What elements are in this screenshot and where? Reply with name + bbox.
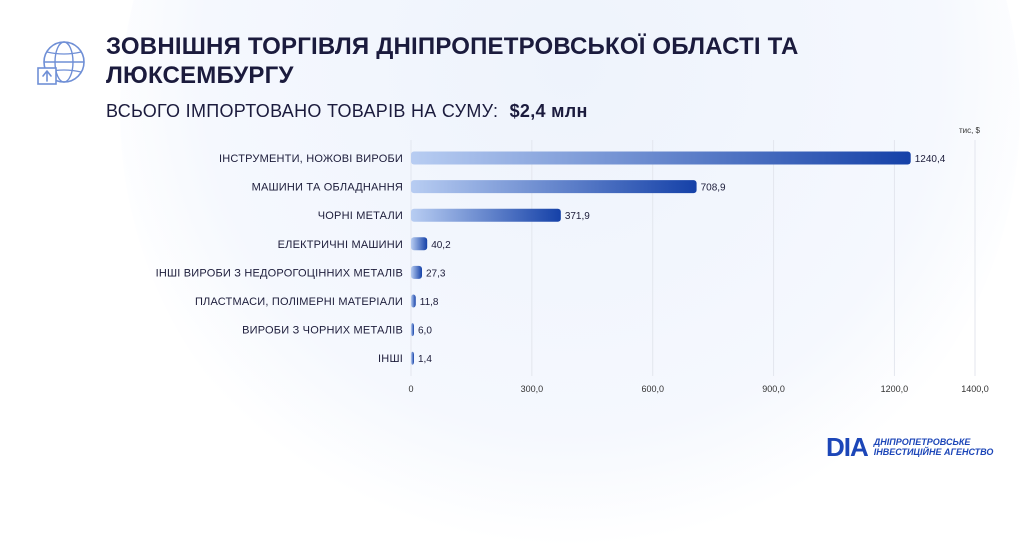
bar: [411, 151, 911, 165]
data-label: 27,3: [426, 268, 446, 279]
data-label: 708,9: [701, 183, 726, 194]
bar: [411, 351, 414, 365]
subtitle-amount: $2,4 млн: [509, 101, 588, 121]
data-label: 1,4: [418, 354, 432, 365]
category-label: ЕЛЕКТРИЧНІ МАШИНИ: [278, 239, 403, 251]
bar: [411, 208, 561, 222]
logo-text: ДНІПРОПЕТРОВСЬКЕ ІНВЕСТИЦІЙНЕ АГЕНСТВО: [874, 437, 994, 457]
bar: [411, 237, 428, 251]
data-label: 371,9: [565, 211, 590, 222]
logo-mark: DIA: [826, 431, 869, 462]
category-label: ВИРОБИ З ЧОРНИХ МЕТАЛІВ: [242, 325, 403, 337]
bar: [411, 180, 697, 194]
logo-line-2: ІНВЕСТИЦІЙНЕ АГЕНСТВО: [873, 447, 994, 457]
x-tick-label: 600,0: [641, 384, 664, 394]
category-label: ІНШІ: [378, 353, 403, 365]
globe-export-icon: [37, 41, 85, 85]
unit-label: тис, $: [958, 126, 980, 135]
x-tick-label: 300,0: [521, 384, 544, 394]
bar: [411, 294, 416, 308]
category-label: ЧОРНІ МЕТАЛИ: [318, 210, 403, 222]
subtitle-label: ВСЬОГО ІМПОРТОВАНО ТОВАРІВ НА СУМУ:: [106, 101, 499, 121]
logo-line-1: ДНІПРОПЕТРОВСЬКЕ: [873, 437, 971, 447]
bar: [411, 265, 422, 279]
bar: [411, 323, 414, 337]
x-tick-label: 1400,0: [961, 384, 989, 394]
x-tick-label: 900,0: [762, 384, 785, 394]
category-label: ІНШІ ВИРОБИ З НЕДОРОГОЦІННИХ МЕТАЛІВ: [156, 267, 403, 279]
x-tick-label: 1200,0: [881, 384, 909, 394]
data-label: 1240,4: [915, 154, 946, 165]
data-label: 40,2: [431, 240, 451, 251]
data-label: 6,0: [418, 326, 432, 337]
category-label: ІНСТРУМЕНТИ, НОЖОВІ ВИРОБИ: [219, 153, 403, 165]
category-label: МАШИНИ ТА ОБЛАДНАННЯ: [252, 182, 403, 194]
bar-chart: 0 300,0 600,0 900,0 1200,0 1400,0 ІНСТРУМЕНТИ,…: [156, 140, 989, 394]
subtitle: ВСЬОГО ІМПОРТОВАНО ТОВАРІВ НА СУМУ: $2,4…: [106, 100, 588, 122]
dia-logo: DIA ДНІПРОПЕТРОВСЬКЕ ІНВЕСТИЦІЙНЕ АГЕНСТ…: [826, 432, 993, 462]
category-label: ПЛАСТМАСИ, ПОЛІМЕРНІ МАТЕРІАЛИ: [195, 296, 403, 308]
page-title: ЗОВНІШНЯ ТОРГІВЛЯ ДНІПРОПЕТРОВСЬКОЇ ОБЛА…: [106, 33, 799, 89]
data-label: 11,8: [420, 297, 439, 308]
x-tick-label: 0: [408, 384, 413, 394]
